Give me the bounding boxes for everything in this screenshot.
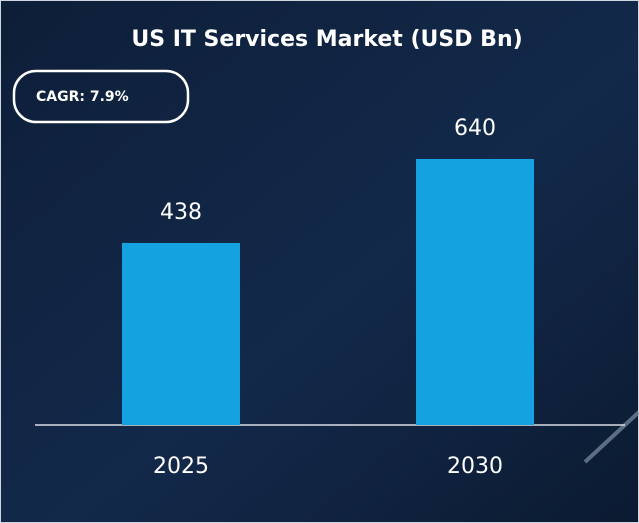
decoration bbox=[583, 410, 639, 464]
annotation: CAGR: 7.9% bbox=[36, 89, 129, 105]
x-tick-label: 2025 bbox=[153, 454, 209, 479]
value-label: 438 bbox=[160, 200, 202, 225]
value-label: 640 bbox=[454, 116, 496, 141]
chart-title: US IT Services Market (USD Bn) bbox=[131, 27, 522, 52]
x-tick-label: 2030 bbox=[447, 454, 503, 479]
annotation-box bbox=[12, 69, 190, 124]
bar bbox=[122, 242, 240, 425]
bar bbox=[416, 159, 534, 425]
